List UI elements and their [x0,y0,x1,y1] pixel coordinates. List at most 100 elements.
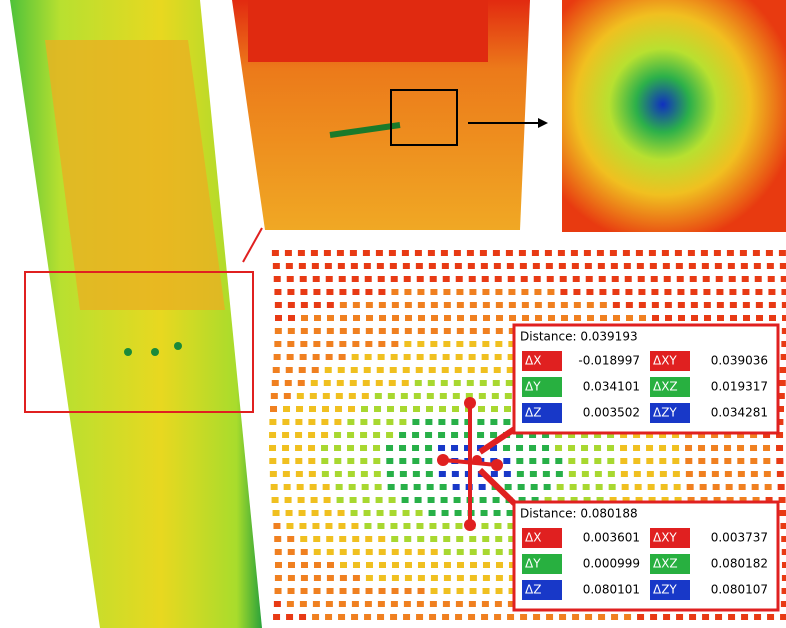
point [299,523,307,529]
point [699,484,707,490]
point [391,341,399,347]
point [414,250,422,256]
point [766,263,774,269]
point [339,328,347,334]
delta-chip [522,377,562,397]
point [776,458,784,464]
point [664,302,672,308]
point [482,575,490,581]
point [362,497,370,503]
point [321,419,329,425]
point [547,315,555,321]
point [776,432,784,438]
distance-title: Distance: 0.039193 [520,330,638,344]
point [352,315,360,321]
point [533,614,541,620]
point [295,445,303,451]
point [468,276,476,282]
point [309,406,317,412]
point [533,276,541,282]
region [248,0,488,62]
point [377,354,385,360]
point [646,471,654,477]
point [712,484,720,490]
delta-value: 0.034101 [583,380,640,394]
point [586,289,594,295]
point [569,484,577,490]
point [778,497,786,503]
point [443,302,451,308]
point [768,289,776,295]
point [310,497,318,503]
point [400,484,408,490]
point [373,419,381,425]
point [573,289,581,295]
point [287,302,295,308]
point [492,380,500,386]
delta-value: 0.003737 [711,531,768,545]
arrow [242,227,263,263]
point [560,302,568,308]
point [778,380,786,386]
point [287,562,295,568]
point [754,276,762,282]
point [534,289,542,295]
point [429,523,437,529]
point [295,419,303,425]
point [299,601,307,607]
point [685,471,693,477]
point [360,458,368,464]
point [326,302,334,308]
point [464,419,472,425]
point [269,471,277,477]
point [586,302,594,308]
delta-label: ΔXY [653,531,677,545]
point [282,445,290,451]
point [469,328,477,334]
point [543,484,551,490]
point [272,367,280,373]
point [711,432,719,438]
point [295,432,303,438]
point [416,354,424,360]
point [391,562,399,568]
point [456,315,464,321]
point [508,289,516,295]
point [469,536,477,542]
point [664,315,672,321]
point [283,406,291,412]
point [624,614,632,620]
point [503,471,511,477]
point [349,380,357,386]
point [339,562,347,568]
point [452,406,460,412]
point [308,458,316,464]
point [505,380,513,386]
point [412,432,420,438]
point [325,276,333,282]
measure-handles [437,397,503,531]
point [285,367,293,373]
point [659,432,667,438]
point [297,497,305,503]
point [646,432,654,438]
point [391,328,399,334]
point [334,471,342,477]
point [429,276,437,282]
point [417,588,425,594]
point [780,614,786,620]
point [365,549,373,555]
point [377,276,385,282]
point [387,484,395,490]
point [716,289,724,295]
point [491,406,499,412]
point [378,315,386,321]
point [558,263,566,269]
point [702,614,710,620]
point [781,328,786,334]
point [351,523,359,529]
point [377,614,385,620]
point [494,354,502,360]
point [311,510,319,516]
point [364,614,372,620]
